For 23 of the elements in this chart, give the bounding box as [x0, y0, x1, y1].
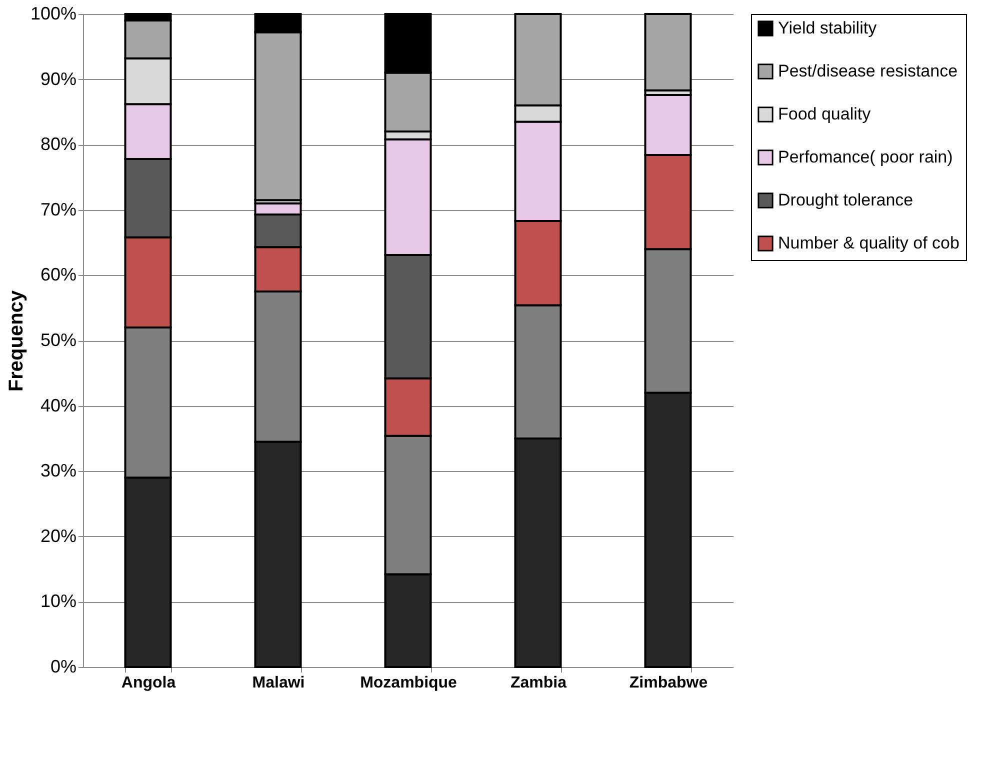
y-tick-label: 10% [40, 591, 76, 612]
y-tick-label: 40% [40, 395, 76, 416]
y-tick-label: 80% [40, 134, 76, 154]
x-tick-label: Mozambique [360, 674, 458, 692]
y-tick-label: 0% [50, 656, 76, 676]
y-tick-label: 100% [30, 4, 76, 24]
x-tick-label: Angola [121, 674, 176, 692]
legend-label: Food quality [778, 104, 872, 124]
legend-label: Yield stability [778, 18, 878, 38]
legend-label: Pest/disease resistance [778, 62, 958, 80]
legend-label: Perfomance( poor rain) [778, 148, 953, 166]
y-tick-label: 90% [40, 68, 76, 89]
legend-label: Number & quality of cob [778, 234, 960, 252]
y-tick-label: 70% [40, 199, 76, 220]
x-tick-label: Zimbabwe [629, 674, 708, 692]
legend-label: Drought tolerance [778, 190, 914, 210]
y-tick-label: 30% [40, 460, 76, 481]
y-tick-label: 20% [40, 526, 76, 546]
y-tick-label: 60% [40, 264, 76, 285]
y-tick-label: 50% [40, 330, 76, 350]
x-tick-label: Malawi [252, 674, 305, 692]
x-tick-label: Zambia [510, 674, 567, 692]
y-axis-title: Frequency [5, 290, 28, 392]
